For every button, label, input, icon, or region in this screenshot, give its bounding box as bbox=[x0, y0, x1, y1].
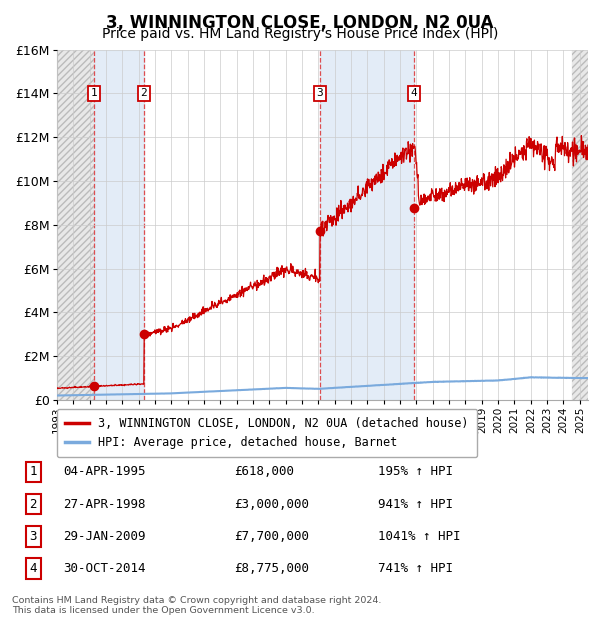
Text: 4: 4 bbox=[29, 562, 37, 575]
Text: 4: 4 bbox=[410, 89, 417, 99]
Text: £8,775,000: £8,775,000 bbox=[234, 562, 309, 575]
Text: Price paid vs. HM Land Registry's House Price Index (HPI): Price paid vs. HM Land Registry's House … bbox=[102, 27, 498, 42]
Bar bbox=[572, 50, 588, 400]
Text: 3: 3 bbox=[29, 530, 37, 542]
Text: £618,000: £618,000 bbox=[234, 466, 294, 478]
Text: 1: 1 bbox=[29, 466, 37, 478]
Bar bbox=[57, 50, 94, 400]
Text: 30-OCT-2014: 30-OCT-2014 bbox=[63, 562, 146, 575]
Bar bbox=[94, 50, 144, 400]
Text: 3, WINNINGTON CLOSE, LONDON, N2 0UA: 3, WINNINGTON CLOSE, LONDON, N2 0UA bbox=[106, 14, 494, 32]
Text: £7,700,000: £7,700,000 bbox=[234, 530, 309, 542]
Legend: 3, WINNINGTON CLOSE, LONDON, N2 0UA (detached house), HPI: Average price, detach: 3, WINNINGTON CLOSE, LONDON, N2 0UA (det… bbox=[57, 409, 477, 458]
Text: 27-APR-1998: 27-APR-1998 bbox=[63, 498, 146, 510]
Text: Contains HM Land Registry data © Crown copyright and database right 2024.
This d: Contains HM Land Registry data © Crown c… bbox=[12, 596, 382, 615]
Text: 29-JAN-2009: 29-JAN-2009 bbox=[63, 530, 146, 542]
Bar bbox=[57, 50, 94, 400]
Text: 04-APR-1995: 04-APR-1995 bbox=[63, 466, 146, 478]
Text: 741% ↑ HPI: 741% ↑ HPI bbox=[378, 562, 453, 575]
Text: 3: 3 bbox=[316, 89, 323, 99]
Bar bbox=[320, 50, 413, 400]
Text: 1041% ↑ HPI: 1041% ↑ HPI bbox=[378, 530, 461, 542]
Text: 195% ↑ HPI: 195% ↑ HPI bbox=[378, 466, 453, 478]
Text: 2: 2 bbox=[29, 498, 37, 510]
Bar bbox=[572, 50, 588, 400]
Text: £3,000,000: £3,000,000 bbox=[234, 498, 309, 510]
Text: 941% ↑ HPI: 941% ↑ HPI bbox=[378, 498, 453, 510]
Text: 1: 1 bbox=[91, 89, 97, 99]
Text: 2: 2 bbox=[140, 89, 147, 99]
